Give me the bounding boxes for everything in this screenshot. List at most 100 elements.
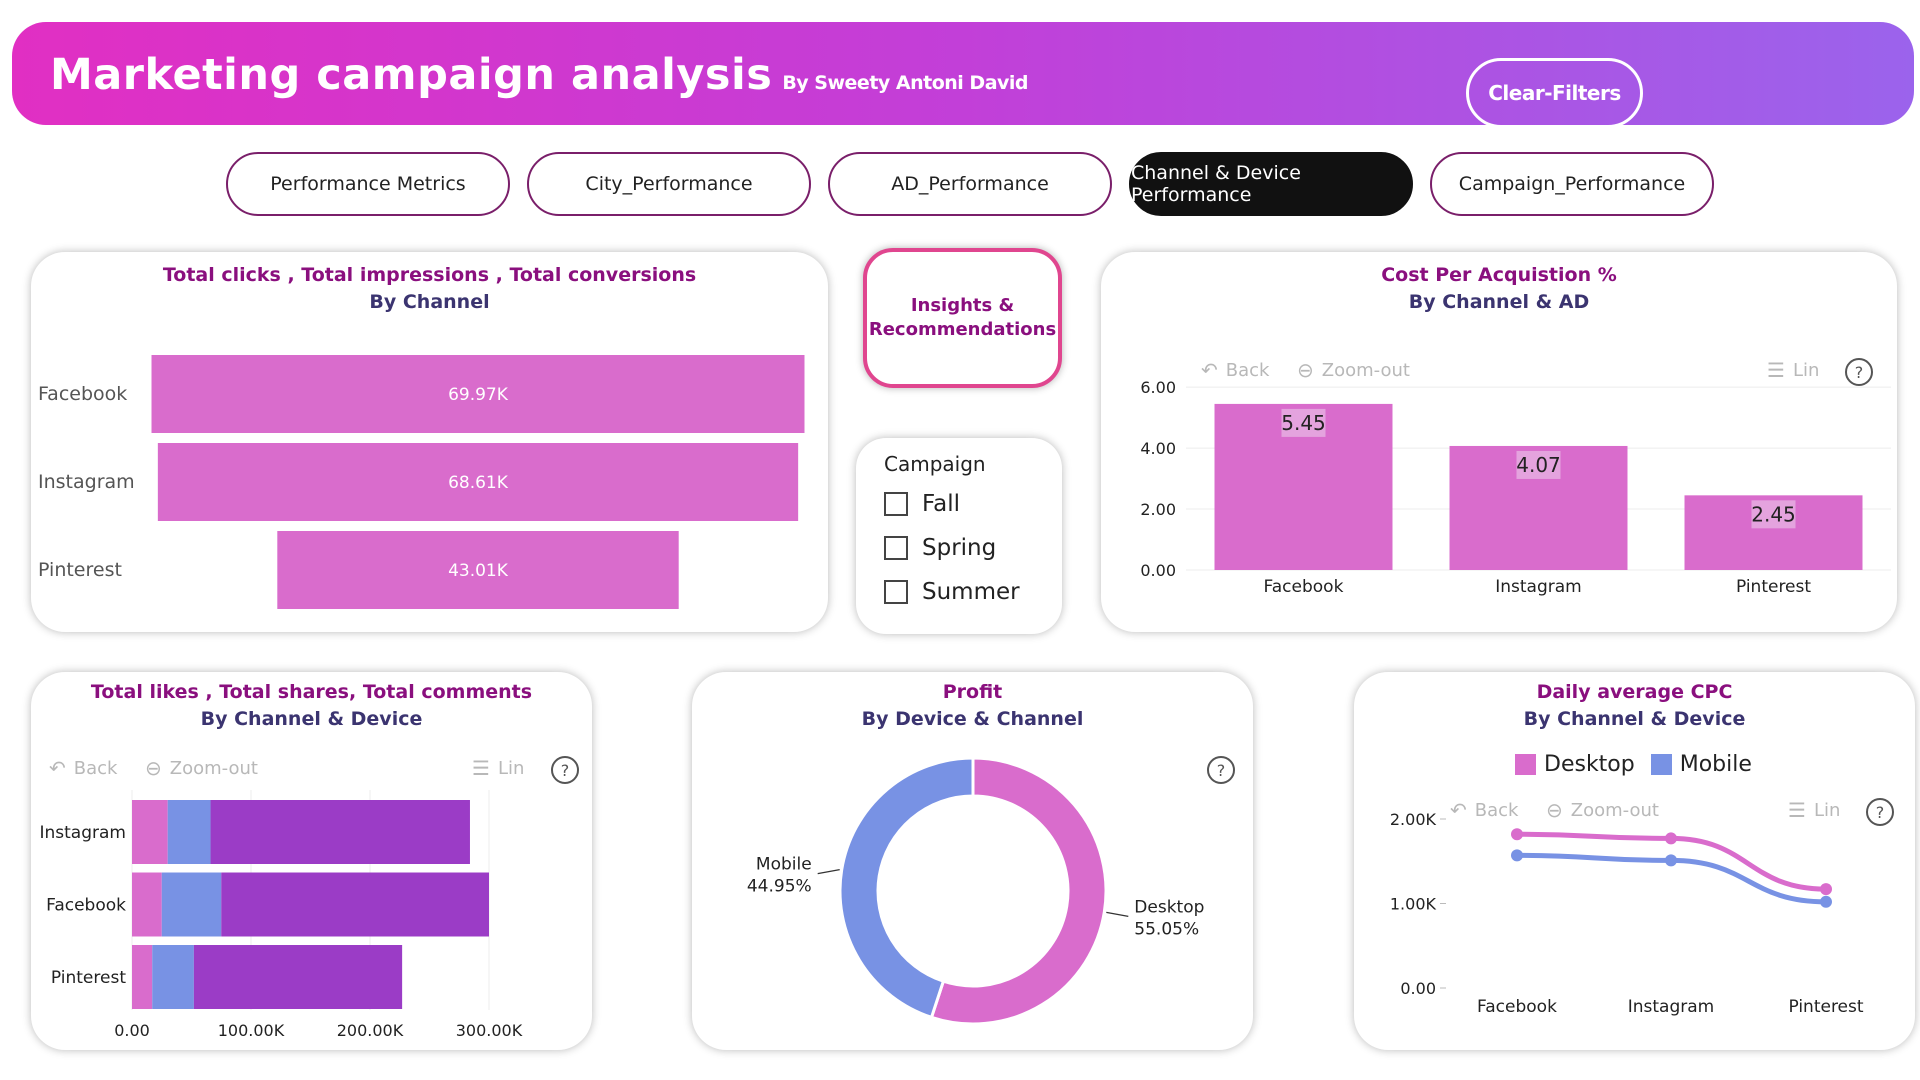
lin-label: Lin — [1792, 359, 1820, 381]
leader-line — [1106, 911, 1129, 917]
tab-channel-device-performance[interactable]: Channel & Device Performance — [1129, 152, 1413, 216]
zoom-out-button[interactable]: ⊖ Zoom-out — [145, 756, 258, 780]
page-title: Marketing campaign analysis By Sweety Ant… — [50, 50, 1029, 100]
legend-swatch — [1515, 754, 1536, 775]
lin-button[interactable]: ☰ Lin — [1767, 358, 1819, 382]
legend-swatch — [1650, 754, 1672, 775]
insights-recommendations-button[interactable]: Insights & Recommendations — [863, 248, 1062, 388]
tab-city-performance[interactable]: City_Performance — [527, 152, 811, 216]
engagement-card: Total likes , Total shares, Total commen… — [31, 672, 592, 1050]
back-button[interactable]: ↶ Back — [49, 756, 117, 780]
data-label: 4.07 — [1516, 453, 1561, 477]
cpc-chart: 0.00 1.00K 2.00K Facebook Instagram Pinterest — [1390, 810, 1864, 1017]
legend-label: Mobile — [1679, 752, 1752, 777]
x-tick-label: Instagram — [1495, 577, 1582, 597]
zoom-out-label: Zoom-out — [169, 757, 258, 779]
x-tick-label: Instagram — [1628, 997, 1715, 1017]
list-icon: ☰ — [1788, 798, 1806, 822]
cpc-legend: Desktop Mobile — [1515, 752, 1752, 777]
clear-filters-button[interactable]: Clear-Filters — [1466, 58, 1643, 128]
funnel-chart: 69.97K Facebook 68.61K Instagram 43.01K Pinte… — [38, 355, 805, 609]
data-label-bg — [1281, 408, 1326, 437]
help-icon[interactable]: ? — [1866, 798, 1894, 826]
stacked-bar-segment — [132, 872, 162, 937]
slicer-option-summer[interactable]: Summer — [884, 570, 1020, 614]
list-icon: ☰ — [1767, 358, 1785, 382]
series-point — [1820, 895, 1832, 908]
help-icon[interactable]: ? — [551, 756, 579, 784]
y-tick-label: 2.00K — [1390, 810, 1437, 829]
checkbox[interactable] — [884, 536, 908, 560]
cpc-card: Daily average CPC By Channel & Device De… — [1354, 672, 1915, 1050]
funnel-bar — [151, 355, 805, 433]
help-icon[interactable]: ? — [1207, 756, 1235, 784]
funnel-value-label: 68.61K — [448, 473, 509, 493]
x-tick-label: 300.00K — [456, 1021, 523, 1040]
slicer-option-spring[interactable]: Spring — [884, 526, 1020, 570]
donut-slice-mobile — [838, 756, 975, 1020]
stacked-bar-segment — [132, 800, 168, 864]
cpa-chart: 0.00 2.00 4.00 6.00 5.45 Facebook 4.07 Instagra… — [1140, 378, 1891, 597]
back-arrow-icon: ↶ — [1201, 358, 1218, 382]
lin-label: Lin — [497, 757, 525, 779]
slice-percent-label: 44.95% — [747, 877, 812, 897]
checkbox[interactable] — [884, 580, 908, 604]
back-button[interactable]: ↶ Back — [1201, 358, 1269, 382]
engagement-chart: 0.00 100.00K 200.00K 300.00K Instagram Facebo… — [40, 790, 523, 1040]
y-tick-label: 4.00 — [1140, 439, 1176, 458]
x-tick-label: Pinterest — [1788, 997, 1863, 1017]
cpa-subtitle: By Channel & AD — [1408, 291, 1590, 313]
funnel-bar — [277, 531, 679, 609]
tab-performance-metrics[interactable]: Performance Metrics — [226, 152, 510, 216]
back-label: Back — [1474, 799, 1519, 821]
x-tick-label: 100.00K — [218, 1021, 285, 1040]
cpc-title: Daily average CPC — [1536, 681, 1733, 703]
data-label-bg — [1751, 500, 1796, 529]
funnel-subtitle: By Channel — [369, 291, 490, 313]
title-text: Marketing campaign analysis — [50, 50, 773, 100]
series-point — [1820, 883, 1832, 896]
engagement-title: Total likes , Total shares, Total commen… — [90, 681, 533, 703]
tab-ad-performance[interactable]: AD_Performance — [828, 152, 1112, 216]
leader-line — [817, 869, 840, 875]
option-label: Spring — [922, 535, 997, 561]
y-category-label: Facebook — [46, 896, 126, 916]
x-tick-label: Facebook — [1477, 997, 1557, 1017]
donut-slice-desktop — [929, 756, 1108, 1026]
funnel-category-label: Pinterest — [38, 559, 122, 581]
tab-campaign-performance[interactable]: Campaign_Performance — [1430, 152, 1714, 216]
slice-name-label: Mobile — [756, 855, 812, 875]
slicer-option-fall[interactable]: Fall — [884, 482, 1020, 526]
funnel-title: Total clicks , Total impressions , Total… — [162, 264, 697, 286]
option-label: Summer — [922, 579, 1020, 605]
option-label: Fall — [922, 491, 960, 517]
back-arrow-icon: ↶ — [49, 756, 66, 780]
zoom-out-icon: ⊖ — [1297, 358, 1314, 382]
cpa-card: Cost Per Acquistion % By Channel & AD ↶ B… — [1101, 252, 1897, 632]
zoom-out-label: Zoom-out — [1570, 799, 1659, 821]
profit-title: Profit — [942, 681, 1003, 703]
campaign-slicer: Campaign Fall Spring Summer — [856, 438, 1062, 634]
checkbox[interactable] — [884, 492, 908, 516]
back-button[interactable]: ↶ Back — [1450, 798, 1518, 822]
funnel-value-label: 69.97K — [448, 385, 509, 405]
help-icon[interactable]: ? — [1845, 358, 1873, 386]
zoom-out-button[interactable]: ⊖ Zoom-out — [1297, 358, 1410, 382]
byline: By Sweety Antoni David — [782, 72, 1029, 94]
zoom-out-button[interactable]: ⊖ Zoom-out — [1546, 798, 1659, 822]
lin-button[interactable]: ☰ Lin — [472, 756, 524, 780]
y-category-label: Pinterest — [51, 968, 126, 988]
series-point — [1665, 832, 1677, 845]
series-point — [1511, 828, 1523, 841]
funnel-value-label: 43.01K — [448, 561, 509, 581]
stacked-bar-segment — [210, 800, 470, 864]
funnel-category-label: Facebook — [38, 383, 127, 405]
x-tick-label: 0.00 — [114, 1021, 150, 1040]
y-tick-label: 6.00 — [1140, 378, 1176, 397]
slicer-title: Campaign — [884, 452, 986, 476]
cpc-subtitle: By Channel & Device — [1523, 708, 1746, 730]
lin-button[interactable]: ☰ Lin — [1788, 798, 1840, 822]
slice-name-label: Desktop — [1134, 897, 1204, 917]
stacked-bar-segment — [132, 945, 153, 1009]
y-tick-label: 2.00 — [1140, 500, 1176, 519]
